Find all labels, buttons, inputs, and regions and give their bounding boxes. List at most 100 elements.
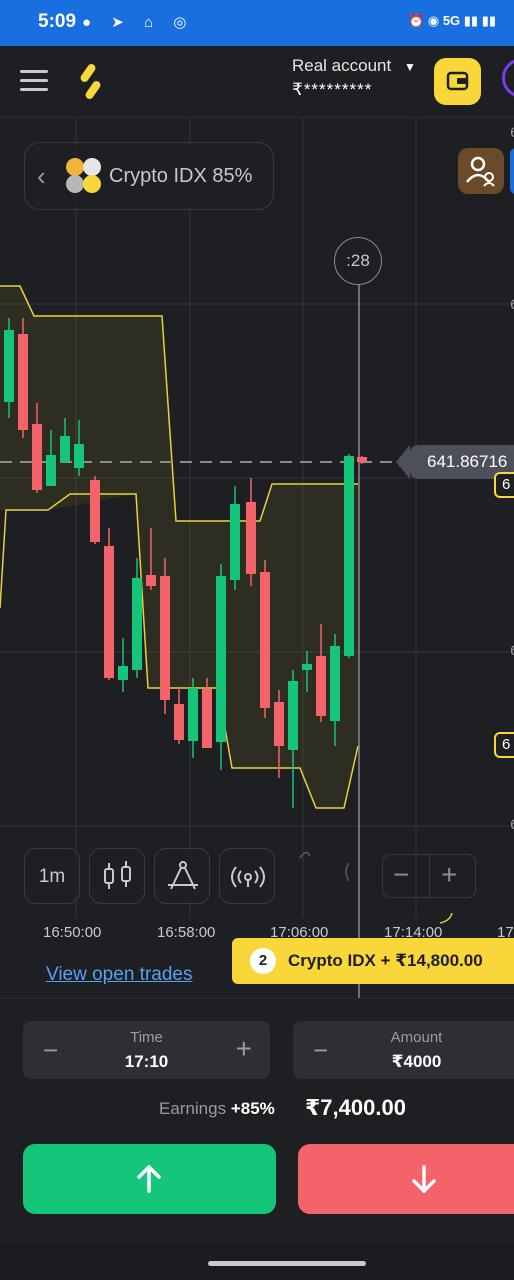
candle-body [160, 576, 170, 700]
arrow-up-icon [137, 1165, 161, 1193]
side-panel-tab[interactable] [510, 148, 514, 194]
app-logo-icon [80, 64, 101, 99]
amount-value: ₹4000 [391, 1052, 442, 1071]
amount-label: Amount [390, 1029, 443, 1046]
status-bar: 5:09 ● ➤ ⌂ ◎ ⏰ ◉ 5G ▮▮ ▮▮ [0, 0, 514, 46]
candle-body [344, 456, 354, 656]
status-time: 5:09 [38, 11, 77, 32]
price-axis-tick: 6 [510, 124, 514, 140]
drawing-mark [299, 851, 311, 859]
candle-body [316, 656, 326, 716]
earnings-label: Earnings [159, 1099, 227, 1118]
timeframe-button[interactable]: 1m [24, 848, 80, 904]
candle-body [274, 702, 284, 746]
account-selector[interactable]: Real account ▼ ₹********* [292, 56, 416, 100]
chart-grid [0, 118, 514, 918]
signals-button[interactable] [219, 848, 275, 904]
time-increase-button[interactable]: + [235, 1033, 252, 1064]
candle-body [288, 681, 298, 750]
network-type: 5G [442, 13, 461, 28]
candle-body [357, 457, 367, 462]
time-field[interactable]: − Time 17:10 + [23, 1021, 270, 1079]
candle-body [302, 664, 312, 670]
trade-count: 2 [250, 948, 276, 974]
sell-down-button[interactable] [298, 1144, 514, 1214]
candles-group [4, 318, 367, 808]
chart-type-button[interactable] [89, 848, 145, 904]
time-value: 17:10 [124, 1052, 169, 1071]
candle-body [202, 689, 212, 748]
amount-decrease-button[interactable]: − [313, 1035, 329, 1065]
earnings-text: Earnings +85% [159, 1099, 275, 1119]
expiry-timer: :28 [334, 237, 382, 285]
amount-field[interactable]: − Amount ₹4000 [293, 1021, 514, 1079]
price-axis-tick: 6 [510, 816, 514, 832]
users-icon [466, 156, 495, 187]
candle-body [216, 576, 226, 742]
broadcast-icon [231, 866, 265, 888]
candle-body [60, 436, 70, 462]
candle-body [46, 455, 56, 486]
trade-summary: Crypto IDX + ₹14,800.00 [288, 951, 483, 970]
social-trading-button[interactable] [458, 148, 504, 194]
candle-body [4, 330, 14, 402]
candle-body [18, 334, 28, 430]
price-chart[interactable]: ‹ Crypto IDX 85% :28 641.86716 6 6 6 6 6 [0, 118, 514, 998]
candle-body [118, 666, 128, 680]
channel-upper-line [0, 285, 358, 522]
candle-body [146, 575, 156, 586]
time-label: Time [130, 1029, 163, 1046]
crypto-coins-icon [66, 158, 101, 193]
earnings-percent: +85% [230, 1099, 275, 1118]
account-balance: ₹********* [292, 80, 373, 99]
time-axis-label: 17:14:00 [384, 924, 443, 941]
chevron-left-icon[interactable]: ‹ [37, 161, 46, 191]
current-price-tag: 641.86716 [396, 445, 514, 479]
candlestick-chart [0, 118, 514, 998]
view-open-trades-link[interactable]: View open trades [46, 964, 193, 985]
drawing-tools-button[interactable] [154, 848, 210, 904]
candle-body [188, 688, 198, 741]
candle-body [330, 646, 340, 721]
payout-value: ₹7,400.00 [305, 1095, 406, 1120]
price-axis-tick: 6 [510, 642, 514, 658]
time-axis-label: 16:50:00 [43, 924, 102, 941]
status-right: ⏰ ◉ 5G ▮▮ ▮▮ [408, 13, 496, 28]
hamburger-menu-icon[interactable] [20, 70, 48, 94]
trade-panel: − Time 17:10 + − Amount ₹4000 Earnings +… [0, 998, 514, 1280]
zoom-in-button[interactable]: + [441, 859, 458, 890]
candle-body [32, 424, 42, 490]
candle-body [246, 502, 256, 574]
profile-avatar[interactable] [502, 58, 514, 98]
asset-name: Crypto IDX 85% [109, 165, 253, 187]
home-gesture-bar[interactable] [208, 1261, 366, 1266]
channel-lower-tag: 6 [494, 732, 514, 758]
price-axis-tick: 6 [510, 296, 514, 312]
candle-body [104, 546, 114, 678]
time-axis-label: 16:58:00 [157, 924, 216, 941]
app-header: Real account ▼ ₹********* [0, 46, 514, 118]
asset-selector[interactable]: ‹ Crypto IDX 85% [24, 142, 274, 210]
chevron-down-icon: ▼ [404, 60, 416, 74]
candle-body [90, 480, 100, 542]
candle-body [74, 444, 84, 468]
buy-up-button[interactable] [23, 1144, 276, 1214]
time-axis-label: 17 [497, 924, 514, 941]
candle-body [174, 704, 184, 740]
time-axis-label: 17:06:00 [270, 924, 329, 941]
zoom-control: − + [382, 853, 476, 898]
candles-icon [104, 861, 131, 889]
status-notification-icons: ● ➤ ⌂ ◎ [82, 14, 195, 31]
arrow-down-icon [412, 1165, 436, 1193]
account-label: Real account [292, 56, 392, 75]
zoom-divider [429, 853, 430, 897]
candle-body [260, 572, 270, 708]
open-trade-badge[interactable]: 2 Crypto IDX + ₹14,800.00 [232, 938, 514, 984]
drawing-mark [439, 912, 453, 924]
channel-upper-tag: 6 [494, 472, 514, 498]
zoom-out-button[interactable]: − [393, 859, 410, 890]
wallet-button[interactable] [434, 58, 481, 105]
time-decrease-button[interactable]: − [43, 1035, 59, 1065]
candle-body [230, 504, 240, 580]
